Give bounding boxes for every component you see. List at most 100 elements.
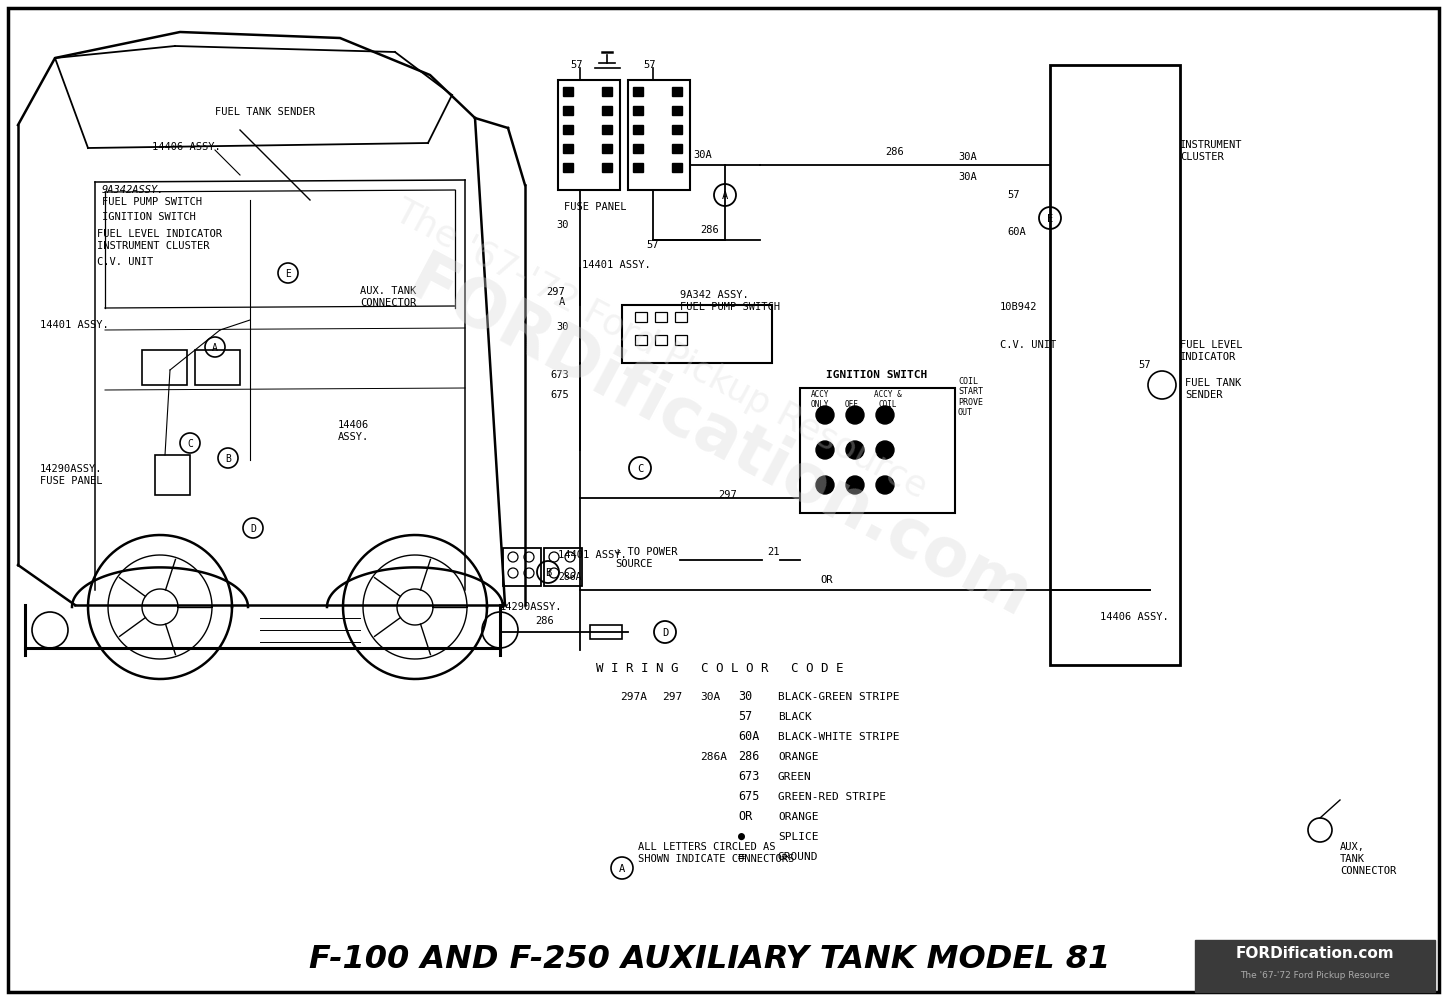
Bar xyxy=(559,80,619,190)
Text: D: D xyxy=(250,524,256,534)
Text: BLACK-WHITE STRIPE: BLACK-WHITE STRIPE xyxy=(778,732,900,742)
Text: FUEL TANK SENDER: FUEL TANK SENDER xyxy=(216,107,315,117)
Text: A: A xyxy=(722,191,728,201)
Text: FUEL LEVEL INDICATOR: FUEL LEVEL INDICATOR xyxy=(97,229,221,239)
Text: 30: 30 xyxy=(738,690,752,703)
Text: 30A: 30A xyxy=(958,172,977,182)
Text: 297: 297 xyxy=(718,490,737,500)
Text: FUEL LEVEL: FUEL LEVEL xyxy=(1179,340,1243,350)
Bar xyxy=(632,144,642,153)
Text: 57: 57 xyxy=(570,60,583,70)
Text: IGNITION SWITCH: IGNITION SWITCH xyxy=(101,212,195,222)
Text: C: C xyxy=(187,439,192,449)
Text: 57: 57 xyxy=(738,710,752,723)
Circle shape xyxy=(875,441,894,459)
Text: 14406: 14406 xyxy=(339,420,369,430)
Circle shape xyxy=(816,441,833,459)
Text: CLUSTER: CLUSTER xyxy=(1179,152,1224,162)
Bar xyxy=(563,87,573,96)
Text: D: D xyxy=(661,628,669,638)
Bar xyxy=(671,144,682,153)
Text: BLACK-GREEN STRIPE: BLACK-GREEN STRIPE xyxy=(778,692,900,702)
Text: 9A342 ASSY.: 9A342 ASSY. xyxy=(680,290,748,300)
Text: INDICATOR: INDICATOR xyxy=(1179,352,1236,362)
Bar xyxy=(544,548,582,586)
Text: 10B942: 10B942 xyxy=(1000,302,1037,312)
Text: 286A: 286A xyxy=(559,572,582,582)
Bar xyxy=(1195,940,1435,992)
Text: The '67-'72 Ford Pickup Resource: The '67-'72 Ford Pickup Resource xyxy=(388,194,932,506)
Bar xyxy=(504,548,541,586)
Text: GROUND: GROUND xyxy=(778,852,819,862)
Text: 57: 57 xyxy=(1007,190,1020,200)
Text: 30A: 30A xyxy=(700,692,721,702)
Text: ●: ● xyxy=(738,830,745,843)
Text: 675: 675 xyxy=(738,790,760,803)
Bar xyxy=(563,144,573,153)
Text: FUEL PUMP SWITCH: FUEL PUMP SWITCH xyxy=(101,197,203,207)
Bar xyxy=(602,125,612,134)
Text: OR: OR xyxy=(738,810,752,823)
Bar xyxy=(563,106,573,115)
Text: 57: 57 xyxy=(1137,360,1150,370)
Text: SOURCE: SOURCE xyxy=(615,559,653,569)
Text: 286: 286 xyxy=(886,147,904,157)
Text: ACCY &
COIL: ACCY & COIL xyxy=(874,390,901,409)
Bar xyxy=(602,87,612,96)
Text: 30A: 30A xyxy=(958,152,977,162)
Text: AUX. TANK: AUX. TANK xyxy=(360,286,417,296)
Text: 675: 675 xyxy=(550,390,569,400)
Text: A: A xyxy=(619,864,625,874)
Text: FUEL TANK
SENDER: FUEL TANK SENDER xyxy=(1185,378,1242,400)
Text: 57: 57 xyxy=(644,60,657,70)
Text: E: E xyxy=(1046,214,1053,224)
Bar xyxy=(563,163,573,172)
Circle shape xyxy=(846,406,864,424)
Text: 14290ASSY.: 14290ASSY. xyxy=(501,602,563,612)
Text: B: B xyxy=(226,454,232,464)
Text: E: E xyxy=(285,269,291,279)
Bar xyxy=(635,335,647,345)
Text: 286: 286 xyxy=(738,750,760,763)
Text: ORANGE: ORANGE xyxy=(778,752,819,762)
Circle shape xyxy=(846,476,864,494)
Text: C: C xyxy=(637,464,642,474)
Text: FUSE PANEL: FUSE PANEL xyxy=(41,476,103,486)
Bar xyxy=(671,163,682,172)
Text: C.V. UNIT: C.V. UNIT xyxy=(1000,340,1056,350)
Text: OR: OR xyxy=(820,575,832,585)
Bar xyxy=(671,87,682,96)
Bar xyxy=(195,350,240,385)
Bar xyxy=(674,312,687,322)
Text: 673: 673 xyxy=(738,770,760,783)
Text: A: A xyxy=(213,343,218,353)
Bar xyxy=(622,305,773,363)
Text: B: B xyxy=(546,568,551,578)
Text: + TO POWER: + TO POWER xyxy=(615,547,677,557)
Text: 673: 673 xyxy=(550,370,569,380)
Text: CONNECTOR: CONNECTOR xyxy=(360,298,417,308)
Bar xyxy=(1051,65,1179,665)
Circle shape xyxy=(816,406,833,424)
Text: 14401 ASSY.: 14401 ASSY. xyxy=(41,320,109,330)
Text: 14406 ASSY.: 14406 ASSY. xyxy=(1100,612,1169,622)
Text: 60A: 60A xyxy=(1007,227,1026,237)
Text: 286A: 286A xyxy=(700,752,726,762)
Text: 286: 286 xyxy=(700,225,719,235)
Text: FORDification.com: FORDification.com xyxy=(1236,946,1395,961)
Text: OFF: OFF xyxy=(845,400,860,409)
Bar xyxy=(671,125,682,134)
Bar xyxy=(671,106,682,115)
Text: F-100 AND F-250 AUXILIARY TANK MODEL 81: F-100 AND F-250 AUXILIARY TANK MODEL 81 xyxy=(310,944,1111,976)
Text: FUEL PUMP SWITCH: FUEL PUMP SWITCH xyxy=(680,302,780,312)
Text: 21: 21 xyxy=(767,547,780,557)
Text: 30A: 30A xyxy=(693,150,712,160)
Text: IGNITION SWITCH: IGNITION SWITCH xyxy=(826,370,928,380)
Bar xyxy=(635,312,647,322)
Text: 14290ASSY.: 14290ASSY. xyxy=(41,464,103,474)
Bar xyxy=(655,312,667,322)
Text: GREEN: GREEN xyxy=(778,772,812,782)
Text: ACCY
ONLY: ACCY ONLY xyxy=(810,390,829,409)
Text: AUX,: AUX, xyxy=(1340,842,1365,852)
Text: GREEN-RED STRIPE: GREEN-RED STRIPE xyxy=(778,792,886,802)
